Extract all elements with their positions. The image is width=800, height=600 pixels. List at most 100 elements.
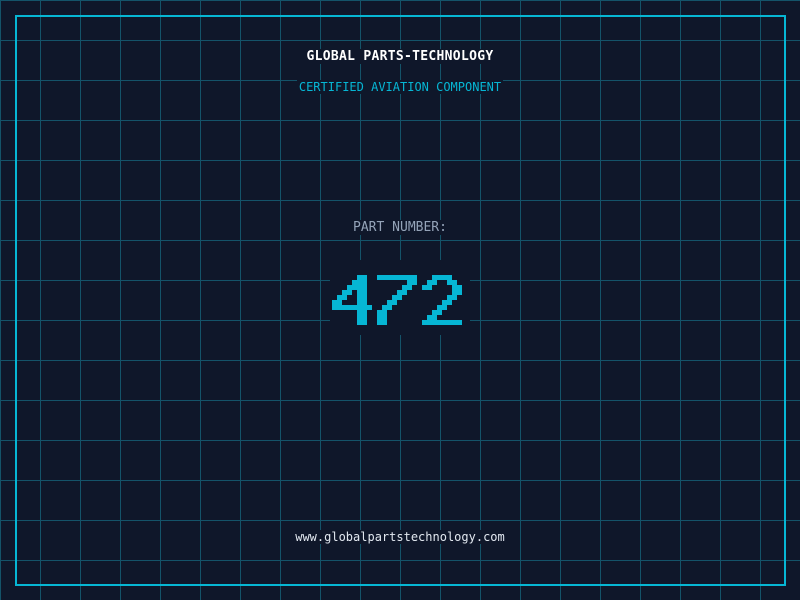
digit-pixel	[427, 280, 432, 285]
certification-subtitle: CERTIFIED AVIATION COMPONENT	[296, 80, 504, 94]
digit-pixel	[362, 315, 367, 320]
digit-7	[377, 275, 417, 325]
digit-pixel	[427, 315, 432, 320]
digit-pixel	[357, 290, 362, 295]
digit-pixel	[357, 285, 362, 290]
digit-pixel	[357, 295, 362, 300]
digit-pixel	[447, 280, 452, 285]
digit-pixel	[452, 290, 457, 295]
digit-pixel	[457, 290, 462, 295]
digit-pixel	[357, 315, 362, 320]
digit-pixel	[382, 305, 387, 310]
company-title: GLOBAL PARTS-TECHNOLOGY	[304, 49, 496, 64]
digit-pixel	[337, 300, 342, 305]
digit-pixel	[377, 275, 382, 280]
digit-pixel	[442, 305, 447, 310]
part-number-label: PART NUMBER:	[351, 220, 449, 235]
digit-pixel	[452, 285, 457, 290]
digit-pixel	[387, 300, 392, 305]
digit-pixel	[342, 290, 347, 295]
digit-pixel	[387, 305, 392, 310]
digit-pixel	[362, 305, 367, 310]
digit-pixel	[457, 285, 462, 290]
part-number-pixel-digits	[332, 275, 462, 325]
digit-pixel	[442, 300, 447, 305]
digit-pixel	[442, 320, 447, 325]
digit-pixel	[432, 310, 437, 315]
digit-pixel	[452, 280, 457, 285]
digit-pixel	[402, 275, 407, 280]
digit-pixel	[382, 315, 387, 320]
digit-pixel	[392, 275, 397, 280]
digit-pixel	[447, 275, 452, 280]
digit-pixel	[377, 310, 382, 315]
digit-pixel	[447, 295, 452, 300]
digit-pixel	[357, 320, 362, 325]
digit-pixel	[437, 320, 442, 325]
digit-pixel	[377, 320, 382, 325]
digit-pixel	[352, 305, 357, 310]
digit-pixel	[347, 285, 352, 290]
digit-pixel	[362, 320, 367, 325]
digit-pixel	[337, 295, 342, 300]
digit-pixel	[367, 305, 372, 310]
digit-pixel	[352, 280, 357, 285]
digit-pixel	[362, 280, 367, 285]
digit-pixel	[452, 295, 457, 300]
digit-pixel	[392, 300, 397, 305]
digit-pixel	[432, 280, 437, 285]
digit-pixel	[362, 285, 367, 290]
digit-pixel	[362, 290, 367, 295]
digit-pixel	[347, 305, 352, 310]
digit-pixel	[357, 310, 362, 315]
digit-pixel	[422, 320, 427, 325]
digit-pixel	[412, 280, 417, 285]
digit-pixel	[382, 320, 387, 325]
digit-pixel	[427, 320, 432, 325]
digit-pixel	[412, 275, 417, 280]
digit-pixel	[407, 275, 412, 280]
digit-pixel	[427, 285, 432, 290]
digit-pixel	[437, 305, 442, 310]
digit-pixel	[457, 320, 462, 325]
digit-pixel	[402, 285, 407, 290]
digit-pixel	[437, 310, 442, 315]
digit-pixel	[362, 300, 367, 305]
digit-pixel	[407, 285, 412, 290]
digit-pixel	[347, 290, 352, 295]
digit-pixel	[437, 275, 442, 280]
digit-pixel	[362, 275, 367, 280]
digit-pixel	[442, 275, 447, 280]
digit-pixel	[332, 300, 337, 305]
digit-2	[422, 275, 462, 325]
digit-pixel	[342, 305, 347, 310]
digit-pixel	[447, 300, 452, 305]
digit-pixel	[447, 320, 452, 325]
digit-pixel	[407, 280, 412, 285]
digit-pixel	[432, 320, 437, 325]
digit-pixel	[332, 305, 337, 310]
part-number-display: 472	[330, 260, 470, 335]
website-url: www.globalpartstechnology.com	[293, 530, 507, 544]
digit-pixel	[377, 315, 382, 320]
digit-pixel	[357, 275, 362, 280]
digit-pixel	[357, 305, 362, 310]
digit-pixel	[397, 275, 402, 280]
digit-pixel	[432, 275, 437, 280]
digit-pixel	[362, 310, 367, 315]
digit-pixel	[402, 290, 407, 295]
digit-pixel	[337, 305, 342, 310]
digit-pixel	[392, 295, 397, 300]
digit-pixel	[432, 315, 437, 320]
digit-pixel	[357, 280, 362, 285]
digit-pixel	[352, 285, 357, 290]
digit-4	[332, 275, 372, 325]
digit-pixel	[362, 295, 367, 300]
digit-pixel	[382, 310, 387, 315]
digit-pixel	[357, 300, 362, 305]
digit-pixel	[397, 290, 402, 295]
digit-pixel	[422, 285, 427, 290]
digit-pixel	[397, 295, 402, 300]
digit-pixel	[387, 275, 392, 280]
digit-pixel	[452, 320, 457, 325]
